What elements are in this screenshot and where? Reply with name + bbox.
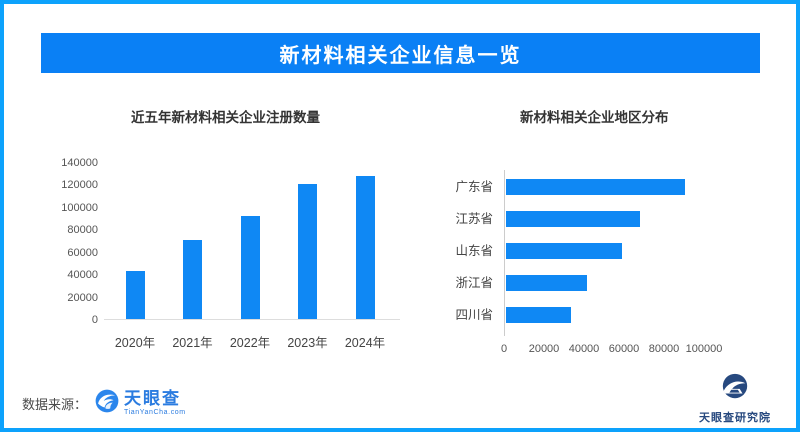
x-tick-0: 0 <box>500 343 508 355</box>
y-tick-120000: 120000 <box>61 179 98 191</box>
right-chart-title: 新材料相关企业地区分布 <box>520 110 669 125</box>
y-tick-40000: 40000 <box>67 269 98 281</box>
x-tick-60000: 60000 <box>608 343 640 355</box>
x-tick-100000: 100000 <box>685 343 723 355</box>
x-tick-2021年: 2021年 <box>172 336 213 350</box>
tianyancha-name: 天眼查 <box>124 389 182 408</box>
y-tick-0: 0 <box>91 314 98 326</box>
tianyancha-eye-icon <box>94 388 120 419</box>
bar-2020年 <box>125 271 145 319</box>
institute-logo-block: 天眼查研究院 <box>693 371 777 425</box>
institute-name: 天眼查研究院 <box>699 412 771 424</box>
bar-2021年 <box>183 240 202 319</box>
bar-山东省 <box>506 243 622 259</box>
tianyancha-wordmark: 天眼查 TianYanCha.com <box>124 390 186 416</box>
category-江苏省: 江苏省 <box>455 212 493 226</box>
x-tick-2020年: 2020年 <box>114 336 156 350</box>
bar-广东省 <box>506 179 685 195</box>
y-tick-60000: 60000 <box>67 247 98 259</box>
bar-2023年 <box>298 184 317 319</box>
x-tick-2022年: 2022年 <box>229 336 271 350</box>
page-title: 新材料相关企业信息一览 <box>41 33 760 73</box>
bar-四川省 <box>506 307 571 323</box>
institute-eye-icon <box>720 371 750 406</box>
x-tick-40000: 40000 <box>568 343 600 355</box>
category-广东省: 广东省 <box>455 180 493 194</box>
bar-浙江省 <box>506 275 587 291</box>
x-tick-20000: 20000 <box>528 343 560 355</box>
y-tick-100000: 100000 <box>61 202 98 214</box>
bar-2022年 <box>240 216 260 319</box>
category-四川省: 四川省 <box>455 308 493 322</box>
data-source-label: 数据来源： <box>22 396 88 412</box>
left-chart-y-axis: 0 20000 40000 60000 80000 100000 120000 140000 <box>51 157 98 326</box>
category-山东省: 山东省 <box>455 244 493 258</box>
x-tick-2024年: 2024年 <box>344 336 386 350</box>
right-chart-category-axis: 广东省江苏省山东省浙江省四川省 <box>436 170 493 332</box>
y-tick-20000: 20000 <box>67 292 98 304</box>
category-浙江省: 浙江省 <box>455 276 493 290</box>
data-source: 数据来源： 天眼查 TianYanCha.com <box>22 386 186 420</box>
x-tick-80000: 80000 <box>648 343 680 355</box>
y-tick-80000: 80000 <box>67 224 98 236</box>
bar-江苏省 <box>506 211 640 227</box>
bar-2024年 <box>355 176 375 319</box>
x-tick-2023年: 2023年 <box>287 336 328 350</box>
tianyancha-domain: TianYanCha.com <box>124 409 186 416</box>
right-chart-x-axis: 0 20000 40000 60000 80000 100000 <box>501 343 724 357</box>
y-tick-140000: 140000 <box>61 157 98 169</box>
left-chart-x-axis: 2020年 2021年 2022年 2023年 2024年 <box>104 332 400 350</box>
right-chart-plot <box>504 170 706 336</box>
left-chart-plot <box>104 163 400 320</box>
tianyancha-logo: 天眼查 TianYanCha.com <box>94 388 186 419</box>
left-chart-title: 近五年新材料相关企业注册数量 <box>131 110 320 125</box>
